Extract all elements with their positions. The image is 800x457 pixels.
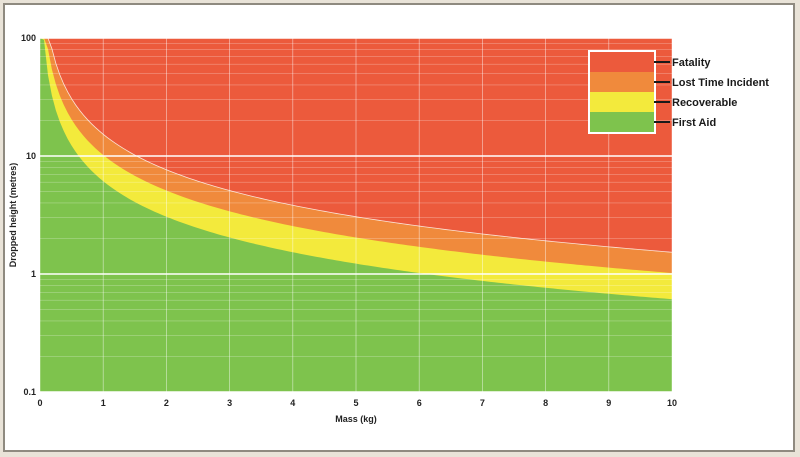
y-tick-label: 1 — [31, 269, 36, 279]
legend-swatch — [590, 112, 654, 132]
x-tick-label: 7 — [480, 398, 485, 408]
x-tick-label: 0 — [37, 398, 42, 408]
legend-swatch — [590, 72, 654, 92]
x-axis-label: Mass (kg) — [335, 414, 377, 424]
x-tick-label: 6 — [417, 398, 422, 408]
x-tick-label: 9 — [606, 398, 611, 408]
x-tick-label: 5 — [353, 398, 358, 408]
y-axis-label: Dropped height (metres) — [8, 163, 18, 268]
y-tick-label: 10 — [26, 151, 36, 161]
x-tick-label: 1 — [101, 398, 106, 408]
x-tick-label: 10 — [667, 398, 677, 408]
legend-label: Lost Time Incident — [672, 77, 769, 89]
x-tick-label: 4 — [290, 398, 295, 408]
legend-swatch — [590, 92, 654, 112]
x-tick-label: 2 — [164, 398, 169, 408]
legend-label: Fatality — [672, 57, 711, 69]
x-tick-label: 8 — [543, 398, 548, 408]
region-first-aid — [40, 38, 672, 392]
legend-label: First Aid — [672, 117, 716, 129]
legend-label: Recoverable — [672, 97, 737, 109]
y-tick-label: 0.1 — [23, 387, 36, 397]
x-tick-label: 3 — [227, 398, 232, 408]
y-tick-label: 100 — [21, 33, 36, 43]
legend-swatch — [590, 52, 654, 72]
